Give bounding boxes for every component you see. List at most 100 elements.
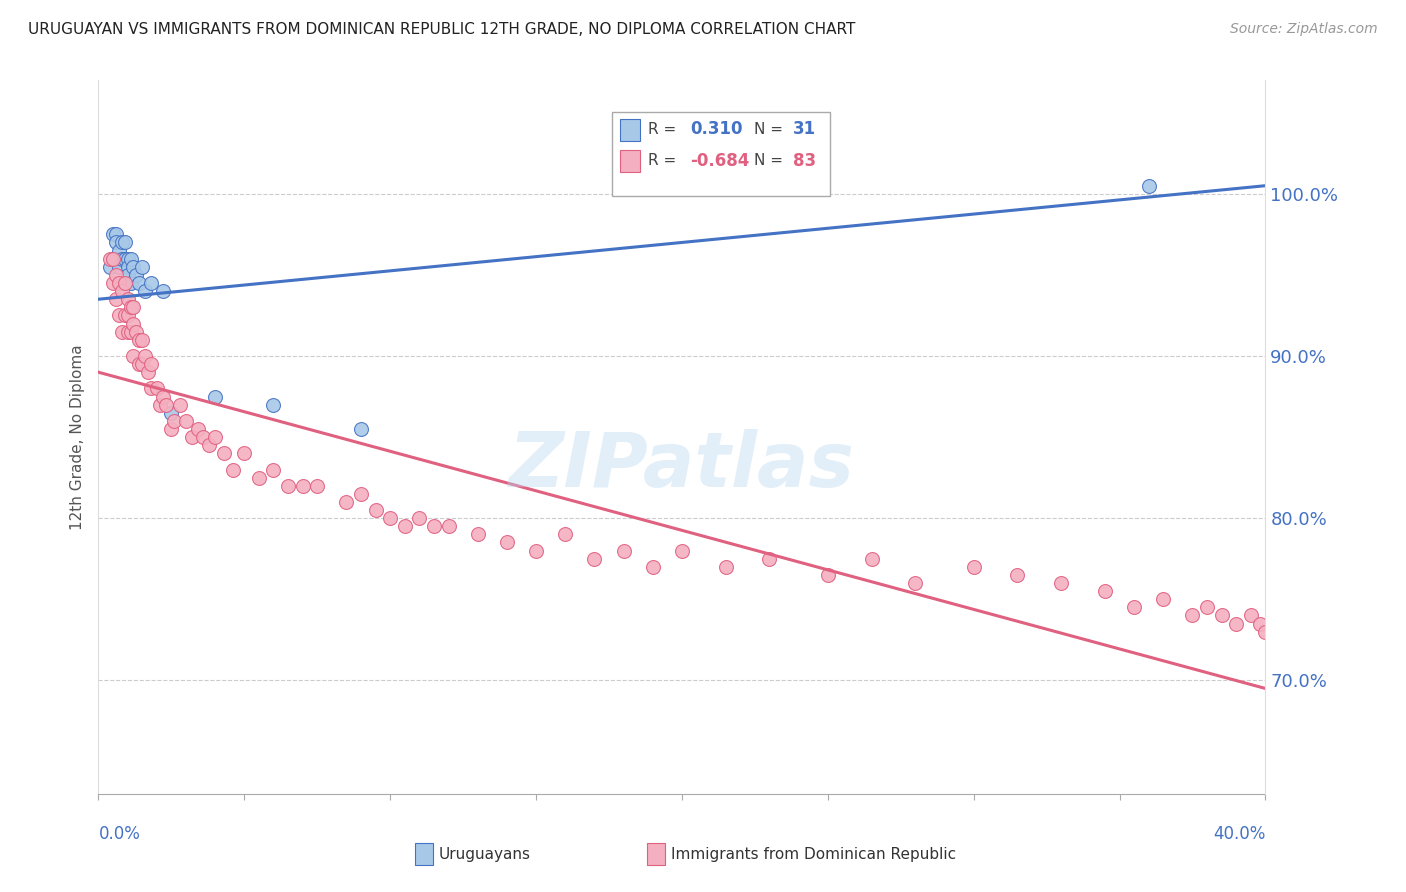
- Point: [671, 543, 693, 558]
- Point: [160, 406, 183, 420]
- Point: [111, 235, 134, 250]
- Point: [98, 260, 121, 274]
- Point: [364, 503, 387, 517]
- Point: [139, 276, 162, 290]
- Point: [495, 535, 517, 549]
- Point: [122, 260, 145, 274]
- Point: [117, 309, 139, 323]
- Text: Immigrants from Dominican Republic: Immigrants from Dominican Republic: [671, 847, 956, 862]
- Point: [120, 301, 142, 315]
- Point: [233, 446, 256, 460]
- Text: N =: N =: [754, 122, 783, 136]
- Point: [120, 252, 142, 266]
- Point: [714, 559, 737, 574]
- Point: [262, 398, 284, 412]
- Point: [1195, 600, 1218, 615]
- Point: [134, 349, 156, 363]
- Point: [125, 268, 148, 282]
- Point: [467, 527, 489, 541]
- Point: [108, 260, 131, 274]
- Point: [204, 430, 226, 444]
- Y-axis label: 12th Grade, No Diploma: 12th Grade, No Diploma: [70, 344, 86, 530]
- Point: [114, 252, 136, 266]
- Text: N =: N =: [754, 153, 783, 168]
- Point: [111, 284, 134, 298]
- Point: [860, 551, 883, 566]
- Text: R =: R =: [648, 122, 676, 136]
- Point: [423, 519, 446, 533]
- Point: [1137, 178, 1160, 193]
- Point: [1094, 584, 1116, 599]
- Point: [169, 398, 191, 412]
- Point: [277, 479, 299, 493]
- Point: [117, 325, 139, 339]
- Point: [122, 317, 145, 331]
- Point: [1254, 624, 1277, 639]
- Point: [101, 252, 124, 266]
- Point: [104, 268, 127, 282]
- Point: [904, 576, 927, 591]
- Point: [111, 325, 134, 339]
- Point: [149, 398, 172, 412]
- Point: [122, 349, 145, 363]
- Text: -0.684: -0.684: [690, 152, 749, 169]
- Point: [136, 365, 159, 379]
- Point: [114, 235, 136, 250]
- Point: [554, 527, 576, 541]
- Point: [139, 381, 162, 395]
- Text: URUGUAYAN VS IMMIGRANTS FROM DOMINICAN REPUBLIC 12TH GRADE, NO DIPLOMA CORRELATI: URUGUAYAN VS IMMIGRANTS FROM DOMINICAN R…: [28, 22, 855, 37]
- Point: [524, 543, 547, 558]
- Point: [163, 414, 186, 428]
- Point: [962, 559, 984, 574]
- Point: [98, 252, 121, 266]
- Point: [262, 462, 284, 476]
- Point: [152, 390, 174, 404]
- Point: [131, 357, 153, 371]
- Text: 40.0%: 40.0%: [1213, 825, 1265, 843]
- Point: [291, 479, 314, 493]
- Point: [1050, 576, 1073, 591]
- Point: [1225, 616, 1247, 631]
- Point: [104, 235, 127, 250]
- Point: [117, 268, 139, 282]
- Point: [128, 276, 150, 290]
- Point: [378, 511, 402, 525]
- Point: [108, 276, 131, 290]
- Point: [122, 301, 145, 315]
- Text: R =: R =: [648, 153, 676, 168]
- Point: [1007, 568, 1029, 582]
- Point: [146, 381, 169, 395]
- Point: [1211, 608, 1233, 623]
- Point: [155, 398, 177, 412]
- Point: [1240, 608, 1263, 623]
- Point: [120, 276, 142, 290]
- Point: [641, 559, 664, 574]
- Text: 31: 31: [793, 120, 815, 138]
- Point: [612, 543, 634, 558]
- Point: [139, 357, 162, 371]
- Point: [1249, 616, 1271, 631]
- Point: [817, 568, 839, 582]
- Point: [350, 487, 373, 501]
- Point: [193, 430, 215, 444]
- Point: [128, 357, 150, 371]
- Point: [125, 325, 148, 339]
- Point: [221, 462, 243, 476]
- Point: [120, 325, 142, 339]
- Text: 83: 83: [793, 152, 815, 169]
- Point: [101, 252, 124, 266]
- Point: [1123, 600, 1146, 615]
- Point: [114, 276, 136, 290]
- Point: [104, 292, 127, 306]
- Point: [307, 479, 329, 493]
- Point: [108, 252, 131, 266]
- Point: [758, 551, 780, 566]
- Point: [160, 422, 183, 436]
- Point: [134, 284, 156, 298]
- Point: [117, 260, 139, 274]
- Point: [111, 276, 134, 290]
- Point: [408, 511, 430, 525]
- Point: [117, 252, 139, 266]
- Point: [1152, 592, 1174, 607]
- Point: [180, 430, 202, 444]
